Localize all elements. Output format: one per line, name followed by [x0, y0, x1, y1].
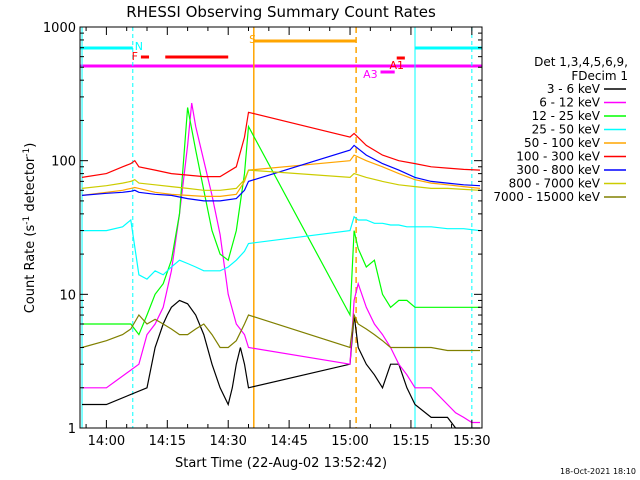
legend-label-7: 800 - 7000 keV [509, 177, 601, 191]
x-tick-label: 15:30 [453, 434, 490, 449]
plot-border [79, 26, 483, 429]
series-line-6 [81, 144, 481, 202]
band-label-s: S [249, 33, 256, 46]
legend-label-6: 300 - 800 keV [516, 163, 600, 177]
series-line-7 [81, 169, 481, 191]
series-line-5 [81, 111, 481, 178]
series-line-1 [82, 102, 480, 424]
y-tick-label: 10 [59, 288, 76, 303]
x-axis-label: Start Time (22-Aug-02 13:52:42) [175, 456, 387, 471]
plot-frame [79, 26, 483, 429]
y-tick-label: 1 [68, 422, 76, 437]
generation-timestamp: 18-Oct-2021 18:10 [560, 467, 636, 476]
observing-bands [80, 27, 482, 428]
legend-label-4: 50 - 100 keV [524, 136, 601, 150]
legend-label-2: 12 - 25 keV [532, 109, 601, 123]
x-tick-label: 14:00 [88, 434, 125, 449]
series-line-0 [82, 299, 480, 429]
legend-header-line2: FDecim 1 [571, 69, 628, 83]
chart-title: RHESSI Observing Summary Count Rates [126, 3, 436, 21]
legend-label-5: 100 - 300 keV [516, 150, 600, 164]
band-label-f: F [132, 50, 138, 63]
series-line-3 [82, 215, 481, 280]
legend-label-8: 7000 - 15000 keV [493, 190, 600, 204]
legend-label-1: 6 - 12 keV [539, 96, 601, 110]
x-tick-label: 14:45 [270, 434, 307, 449]
band-annotations: NF S A1 A3 [132, 33, 404, 81]
band-label-a3: A3 [363, 68, 378, 81]
y-axis-ticks: 1 10 100 1000 [43, 21, 482, 437]
legend-header-line1: Det 1,3,4,5,6,9, [534, 55, 628, 69]
series-lines [81, 102, 481, 429]
x-tick-label: 15:15 [392, 434, 429, 449]
x-tick-label: 15:00 [331, 434, 368, 449]
x-tick-label: 14:15 [149, 434, 186, 449]
y-axis-label: Count Rate (s-1 detector-1) [22, 143, 38, 314]
series-line-8 [81, 312, 480, 352]
legend-label-0: 3 - 6 keV [547, 82, 601, 96]
band-label-n: N [135, 40, 143, 53]
y-tick-label: 1000 [43, 21, 76, 36]
series-line-4 [81, 154, 481, 197]
band-label-a1: A1 [389, 59, 404, 72]
series-line-2 [82, 107, 480, 336]
y-tick-label: 100 [51, 155, 76, 170]
legend-label-3: 25 - 50 keV [532, 123, 601, 137]
x-axis-ticks: 14:00 14:15 14:30 14:45 15:00 15:15 15:30 [85, 27, 491, 449]
x-tick-label: 14:30 [209, 434, 246, 449]
